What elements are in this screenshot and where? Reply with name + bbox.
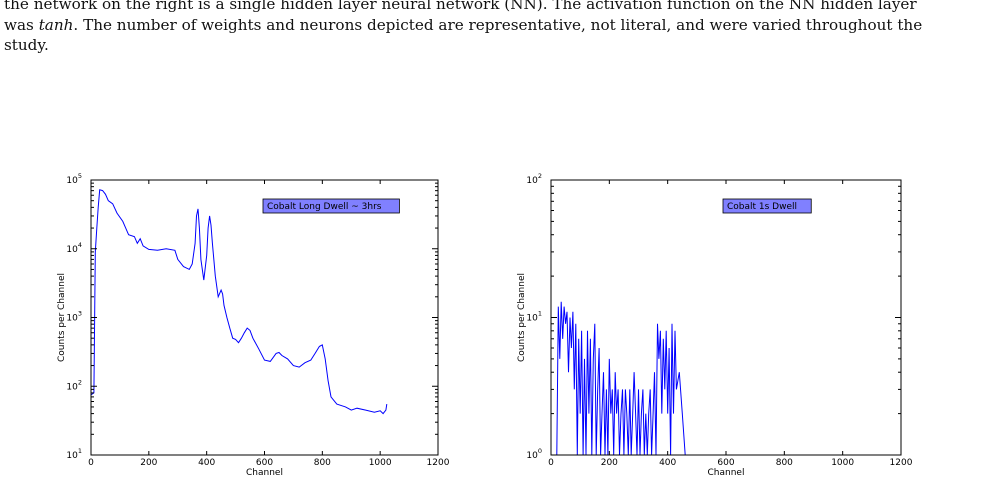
y-tick-label: 102 <box>526 172 542 186</box>
x-tick-label: 400 <box>659 458 676 468</box>
x-tick-label: 800 <box>314 458 331 468</box>
caption-line-1: the network on the right is a single hid… <box>4 0 917 13</box>
legend-label: Cobalt 1s Dwell <box>727 202 797 212</box>
legend-background <box>722 198 812 214</box>
y-tick-label: 100 <box>526 447 542 461</box>
x-tick-label: 800 <box>776 458 793 468</box>
y-tick-label: 103 <box>66 310 82 324</box>
x-axis-label: Channel <box>708 468 745 478</box>
y-tick-label: 101 <box>66 447 82 461</box>
y-tick-label: 101 <box>526 310 542 324</box>
legend-background <box>262 198 400 214</box>
legend-box: Cobalt 1s Dwell <box>722 198 812 214</box>
figure-caption: the network on the right is a single hid… <box>4 0 979 56</box>
y-tick-exponent: 2 <box>538 172 542 180</box>
x-tick-label: 0 <box>548 458 554 468</box>
caption-tanh: tanh <box>38 15 74 34</box>
x-axis-label: Channel <box>246 468 283 478</box>
x-tick-label: 200 <box>601 458 618 468</box>
y-tick-exponent: 1 <box>538 310 542 318</box>
x-tick-label: 1000 <box>369 458 392 468</box>
y-tick-exponent: 3 <box>78 310 82 318</box>
x-tick-label: 600 <box>717 458 734 468</box>
legend-box: Cobalt Long Dwell ~ 3hrs <box>262 198 400 214</box>
caption-line-2-start: was <box>4 15 39 34</box>
x-tick-label: 1200 <box>427 458 450 468</box>
y-tick-label: 102 <box>66 378 82 392</box>
x-tick-label: 1000 <box>831 458 854 468</box>
caption-line-2-end: . The number of weights and neurons depi… <box>73 15 923 34</box>
legend-label: Cobalt Long Dwell ~ 3hrs <box>267 202 382 212</box>
y-axis-label: Counts per Channel <box>517 273 527 362</box>
y-tick-exponent: 1 <box>78 447 82 455</box>
y-tick-label: 104 <box>66 241 82 255</box>
y-tick-exponent: 0 <box>538 447 542 455</box>
chart-panel-2: 0 200 400 600 800 1000 1200100101102ChannelCou… <box>517 172 913 478</box>
data-line <box>90 189 388 415</box>
x-tick-label: 1200 <box>890 458 913 468</box>
y-tick-label: 105 <box>66 172 82 186</box>
chart-panel-1: 0 200 400 600 800 1000 1200 101 102 103 104 105 Chan… <box>57 172 450 478</box>
x-tick-label: 0 <box>88 458 94 468</box>
x-tick-label: 600 <box>256 458 273 468</box>
plot-frame <box>550 179 902 456</box>
x-tick-label: 200 <box>140 458 157 468</box>
plot-frame <box>90 179 439 456</box>
caption-line-3: study. <box>4 36 49 54</box>
y-tick-exponent: 4 <box>78 241 82 249</box>
data-line <box>556 301 686 456</box>
y-axis-label: Counts per Channel <box>57 273 67 362</box>
x-tick-label: 400 <box>198 458 215 468</box>
y-tick-exponent: 5 <box>78 172 82 180</box>
y-tick-exponent: 2 <box>78 378 82 386</box>
